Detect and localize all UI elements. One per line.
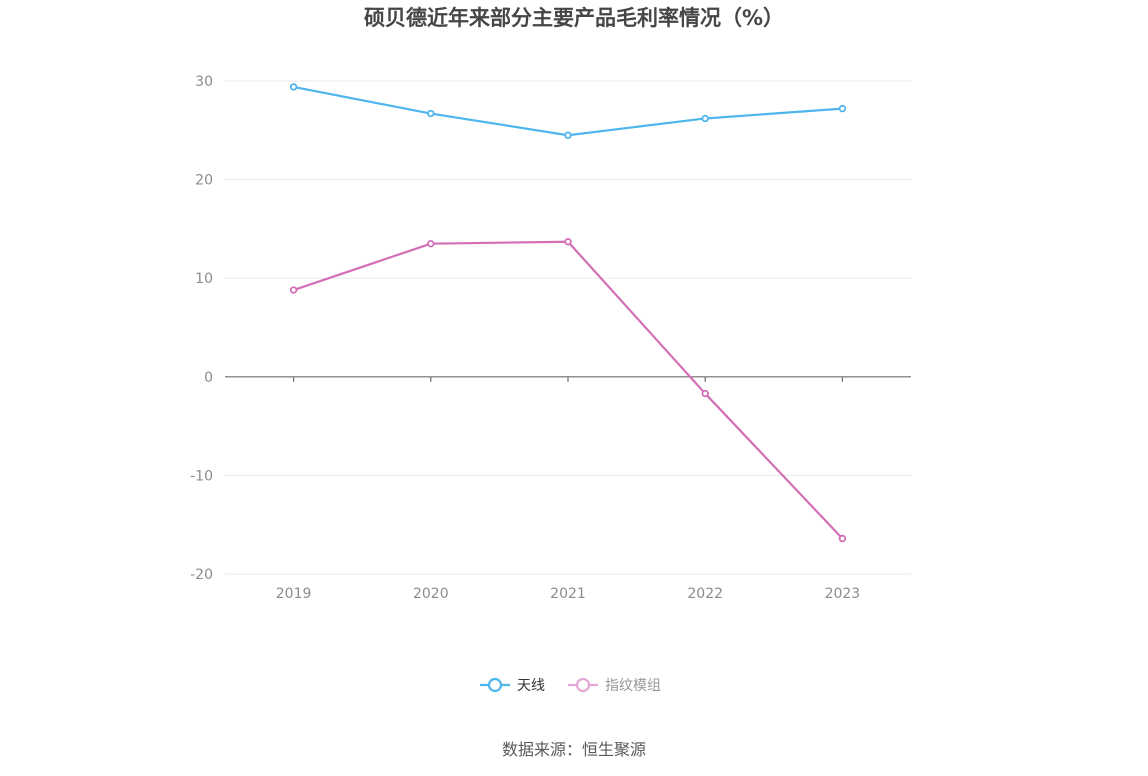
data-source: 数据来源：恒生聚源 bbox=[502, 740, 646, 759]
series-line bbox=[293, 240, 844, 540]
x-tick-label: 2023 bbox=[825, 586, 861, 602]
legend-item-2[interactable]: 指纹模组 bbox=[568, 677, 661, 694]
legend[interactable]: 天线 指纹模组 bbox=[480, 677, 661, 694]
y-tick-label: -10 bbox=[190, 468, 213, 484]
legend-item-1[interactable]: 天线 bbox=[480, 677, 545, 694]
series-group bbox=[289, 83, 847, 543]
chart-title: 硕贝德近年来部分主要产品毛利率情况（%） bbox=[364, 6, 784, 30]
y-axis: 30 20 10 0 -10 -20 bbox=[190, 74, 213, 583]
x-tick-label: 2020 bbox=[413, 586, 449, 602]
data-point bbox=[427, 239, 435, 248]
y-tick-label: 30 bbox=[195, 74, 213, 90]
data-point bbox=[564, 131, 572, 139]
legend-marker bbox=[487, 677, 503, 693]
legend-marker bbox=[575, 677, 591, 693]
legend-label: 天线 bbox=[517, 678, 545, 694]
x-tick-label: 2021 bbox=[550, 586, 586, 602]
data-point bbox=[701, 389, 709, 398]
grid bbox=[225, 80, 911, 575]
data-point bbox=[838, 104, 847, 113]
data-point bbox=[701, 114, 709, 123]
y-tick-label: 10 bbox=[195, 271, 213, 287]
series-1 bbox=[289, 83, 847, 139]
y-tick-label: -20 bbox=[190, 567, 213, 583]
data-point bbox=[427, 109, 435, 118]
series-line bbox=[293, 85, 843, 137]
y-tick-label: 0 bbox=[204, 370, 213, 386]
x-tick-label: 2019 bbox=[276, 586, 312, 602]
data-point bbox=[838, 534, 847, 543]
x-axis: 2019 2020 2021 2022 2023 bbox=[225, 376, 911, 602]
data-point bbox=[564, 238, 572, 246]
legend-label: 指纹模组 bbox=[605, 678, 661, 694]
x-tick-label: 2022 bbox=[687, 586, 723, 602]
data-point bbox=[289, 286, 298, 294]
series-2 bbox=[289, 238, 847, 543]
y-tick-label: 20 bbox=[195, 173, 213, 189]
data-point bbox=[289, 83, 298, 91]
